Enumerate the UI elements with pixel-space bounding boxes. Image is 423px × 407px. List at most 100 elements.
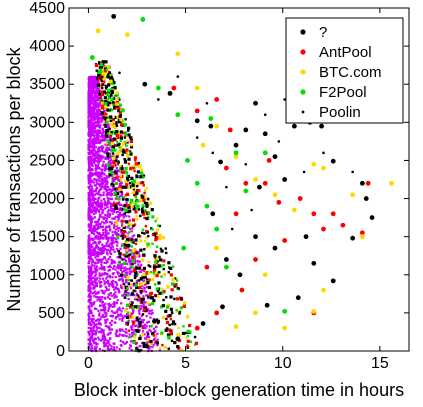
cloud-point xyxy=(129,202,132,205)
cloud-point xyxy=(97,71,101,76)
cloud-point xyxy=(102,251,105,255)
cloud-point xyxy=(105,146,108,149)
cloud-point xyxy=(102,250,105,253)
cloud-point xyxy=(131,200,136,204)
cloud-point xyxy=(151,346,154,349)
cloud-point xyxy=(90,220,93,224)
cloud-point xyxy=(100,175,103,178)
cloud-point xyxy=(173,340,177,345)
cloud-point xyxy=(121,258,124,261)
cloud-point xyxy=(120,310,123,313)
data-point-series-0 xyxy=(233,142,239,148)
cloud-point xyxy=(89,327,93,330)
data-point-series-0 xyxy=(264,302,270,308)
cloud-point xyxy=(124,166,128,171)
cloud-point xyxy=(95,203,98,206)
cloud-point xyxy=(120,165,124,168)
data-point-series-4 xyxy=(244,162,248,166)
cloud-point xyxy=(123,220,126,223)
cloud-point xyxy=(88,334,91,337)
cloud-point xyxy=(105,232,108,235)
cloud-point xyxy=(88,268,91,271)
cloud-point xyxy=(105,156,108,159)
cloud-point xyxy=(90,305,93,308)
cloud-point xyxy=(115,202,119,205)
cloud-point xyxy=(111,259,114,262)
cloud-point xyxy=(88,307,91,310)
cloud-point xyxy=(100,183,103,186)
cloud-point xyxy=(156,319,161,323)
cloud-point xyxy=(131,227,134,230)
cloud-point xyxy=(100,199,103,202)
data-point-series-4 xyxy=(225,185,228,189)
cloud-point xyxy=(118,347,121,351)
cloud-point xyxy=(115,315,118,319)
cloud-point xyxy=(106,296,110,299)
cloud-point xyxy=(89,78,93,81)
cloud-point xyxy=(97,159,100,162)
cloud-point xyxy=(107,209,110,212)
cloud-point xyxy=(118,279,121,282)
cloud-point xyxy=(125,139,129,143)
cloud-point xyxy=(186,346,189,349)
cloud-point xyxy=(88,194,92,197)
cloud-point xyxy=(96,83,101,87)
cloud-point xyxy=(90,185,94,188)
data-point-series-2 xyxy=(291,207,297,213)
cloud-point xyxy=(104,321,107,325)
cloud-point xyxy=(94,346,97,349)
cloud-point xyxy=(139,181,143,185)
cloud-point xyxy=(125,148,129,152)
cloud-point xyxy=(122,150,126,154)
cloud-point xyxy=(116,215,120,219)
cloud-point xyxy=(141,330,145,333)
cloud-point xyxy=(92,227,95,230)
cloud-point xyxy=(165,320,170,325)
cloud-point xyxy=(181,348,184,352)
cloud-point xyxy=(132,323,135,326)
cloud-point xyxy=(181,331,186,336)
cloud-point xyxy=(119,139,123,142)
cloud-point xyxy=(94,341,97,344)
cloud-point xyxy=(178,312,181,315)
cloud-point xyxy=(90,224,93,228)
y-tick-label: 3500 xyxy=(29,76,65,93)
cloud-point xyxy=(108,282,112,286)
data-point-series-4 xyxy=(118,71,121,75)
cloud-point xyxy=(102,136,105,139)
cloud-point xyxy=(103,335,106,338)
cloud-point xyxy=(89,282,92,286)
cloud-point xyxy=(108,215,111,218)
cloud-point xyxy=(116,210,120,213)
cloud-point xyxy=(91,123,94,126)
cloud-point xyxy=(90,329,93,332)
cloud-point xyxy=(112,137,117,141)
cloud-point xyxy=(104,87,108,90)
cloud-point xyxy=(127,186,130,189)
cloud-point xyxy=(116,236,120,240)
cloud-point xyxy=(118,318,121,321)
cloud-point xyxy=(102,160,105,163)
cloud-point xyxy=(98,156,101,159)
data-point-series-0 xyxy=(369,215,375,221)
cloud-point xyxy=(117,229,120,232)
data-point-series-2 xyxy=(282,325,288,331)
cloud-point xyxy=(95,258,98,261)
cloud-point xyxy=(135,298,139,301)
cloud-point xyxy=(113,201,116,204)
cloud-point xyxy=(102,236,105,240)
cloud-point xyxy=(131,289,135,293)
cloud-point xyxy=(161,303,166,308)
cloud-point xyxy=(113,223,116,226)
cloud-point xyxy=(126,291,129,294)
cloud-point xyxy=(108,214,112,217)
cloud-point xyxy=(106,129,110,133)
cloud-point xyxy=(121,109,125,113)
cloud-point xyxy=(147,285,152,290)
cloud-point xyxy=(98,69,102,73)
cloud-point xyxy=(96,76,100,81)
cloud-point xyxy=(101,304,105,307)
cloud-point xyxy=(128,257,131,260)
cloud-point xyxy=(123,160,128,164)
